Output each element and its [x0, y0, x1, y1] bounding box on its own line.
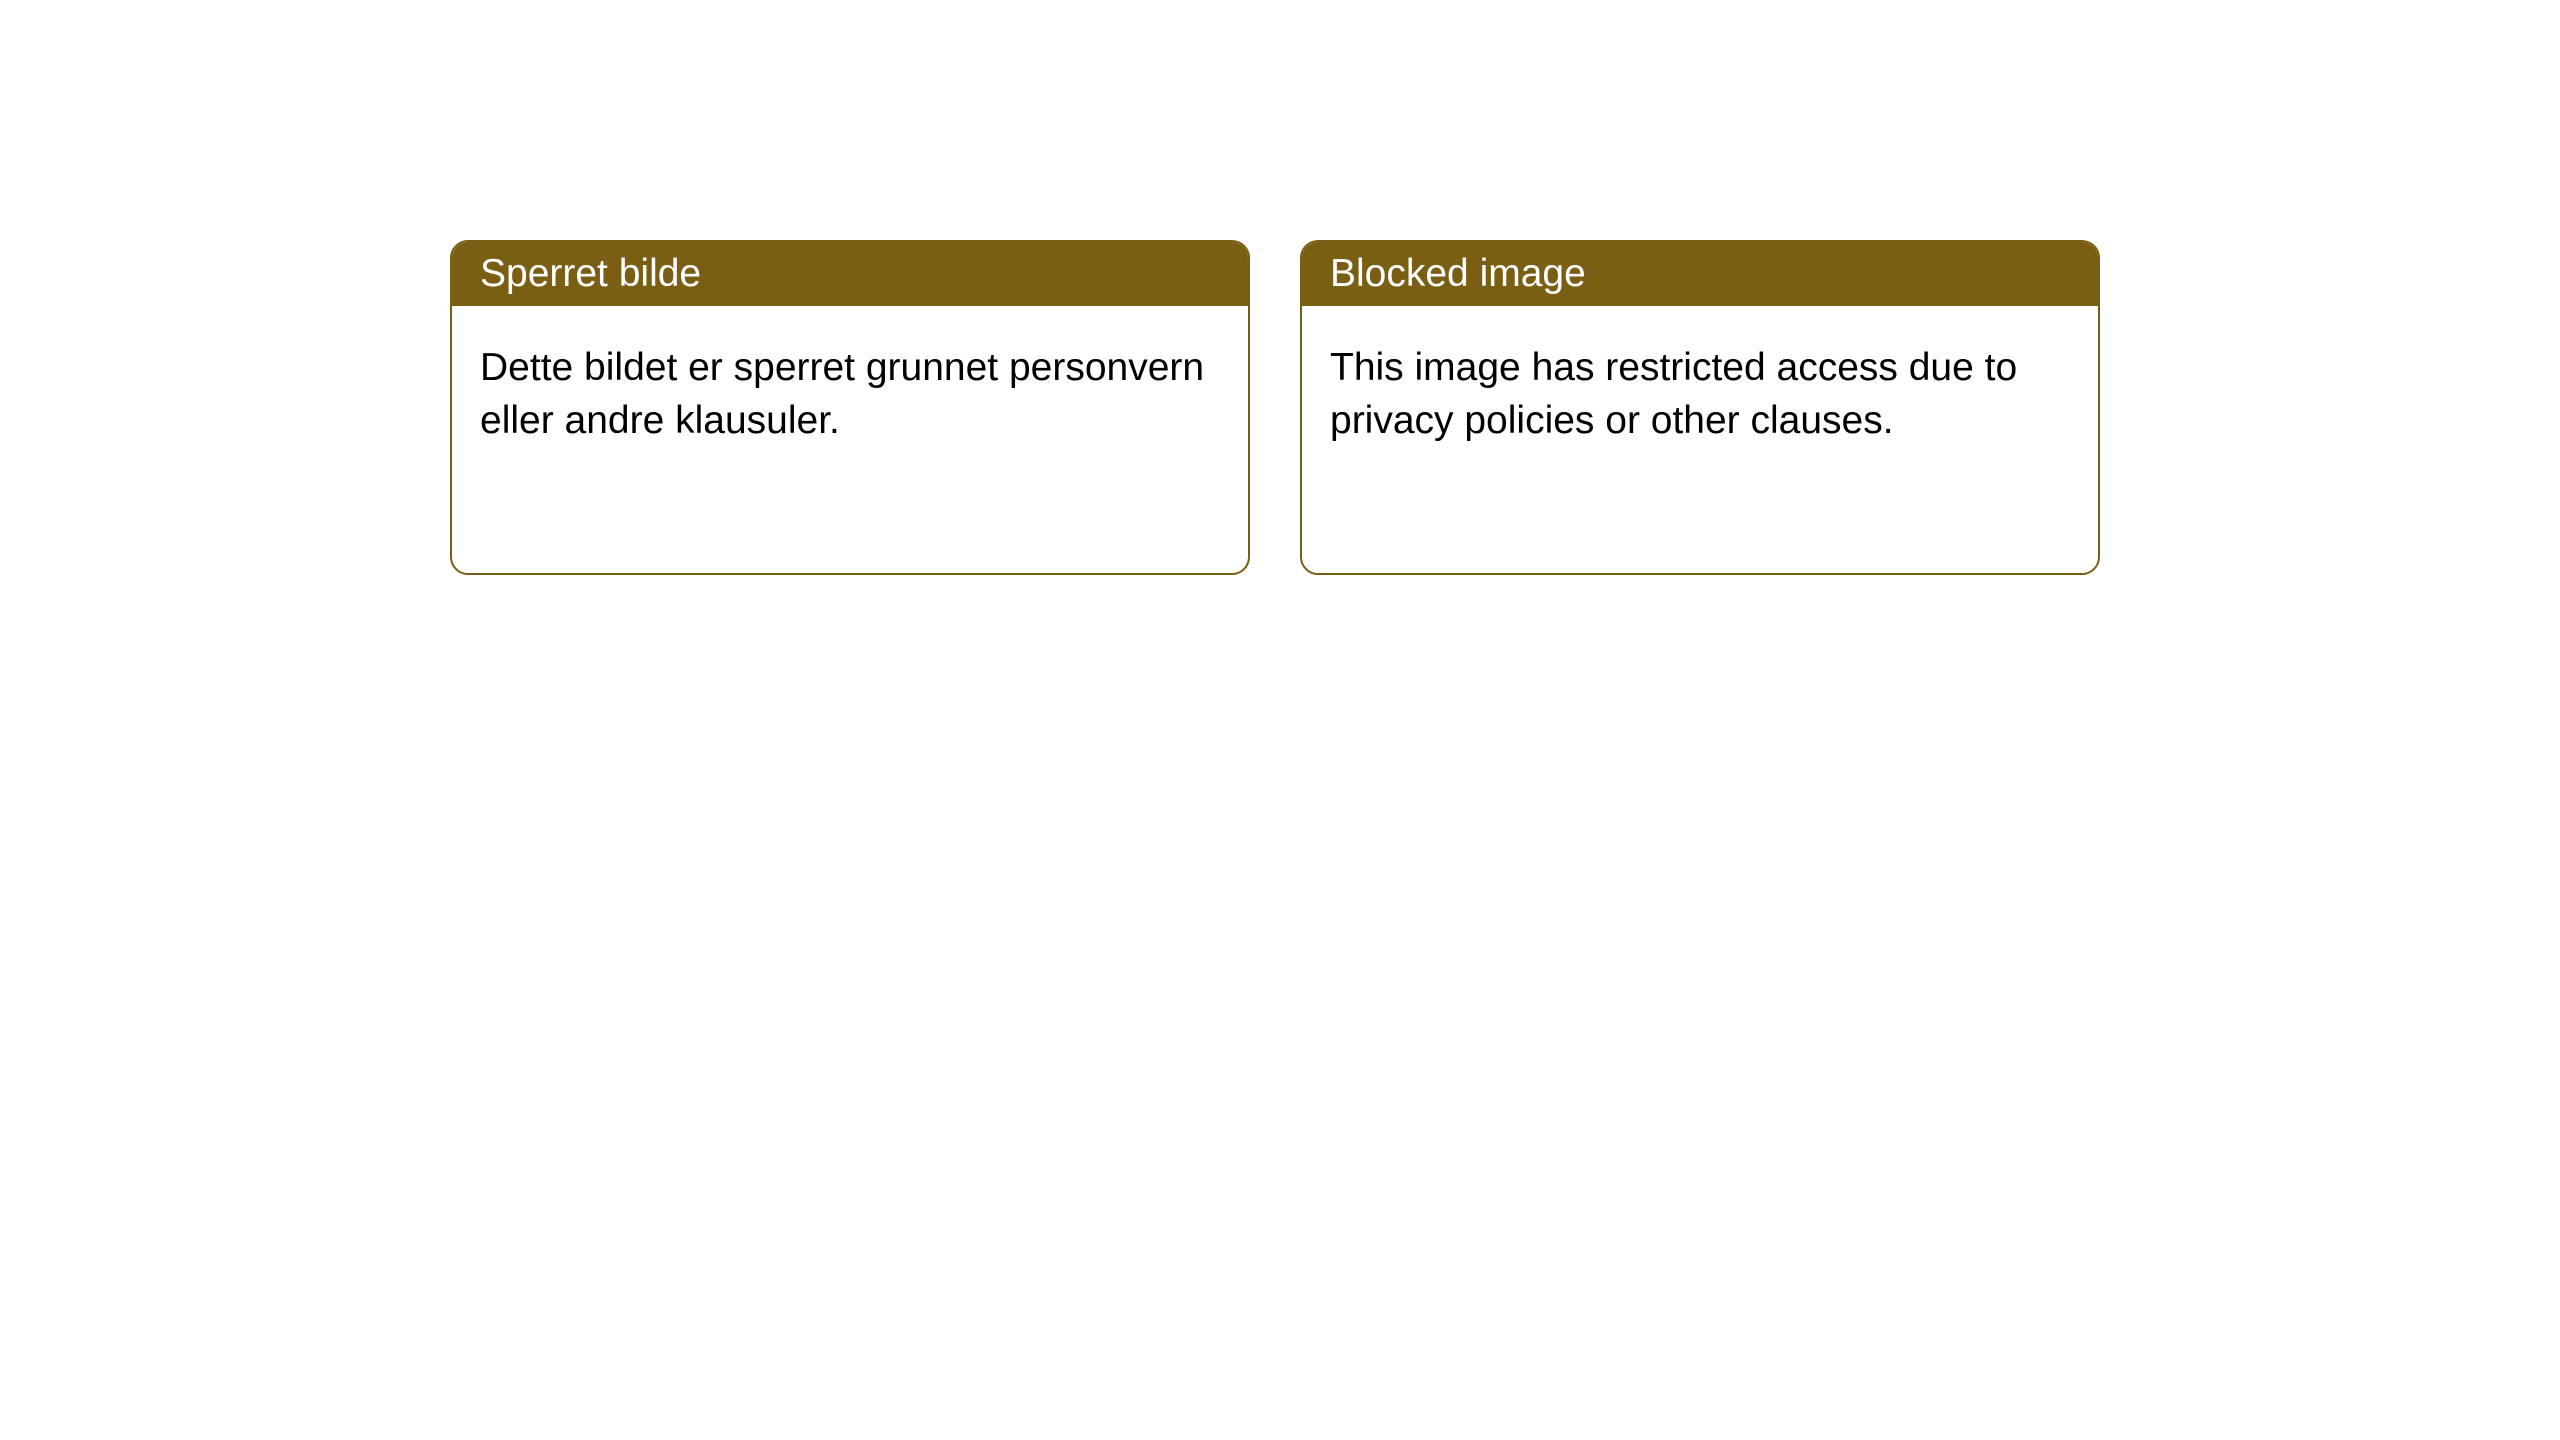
notice-cards-container: Sperret bilde Dette bildet er sperret gr…	[0, 0, 2560, 575]
card-title: Blocked image	[1330, 252, 1586, 295]
notice-card-english: Blocked image This image has restricted …	[1300, 240, 2100, 575]
card-body: Dette bildet er sperret grunnet personve…	[452, 306, 1248, 483]
card-header: Blocked image	[1302, 242, 2098, 306]
card-body: This image has restricted access due to …	[1302, 306, 2098, 483]
card-header: Sperret bilde	[452, 242, 1248, 306]
notice-card-norwegian: Sperret bilde Dette bildet er sperret gr…	[450, 240, 1250, 575]
card-body-text: This image has restricted access due to …	[1330, 346, 2017, 442]
card-body-text: Dette bildet er sperret grunnet personve…	[480, 346, 1204, 442]
card-title: Sperret bilde	[480, 252, 701, 295]
